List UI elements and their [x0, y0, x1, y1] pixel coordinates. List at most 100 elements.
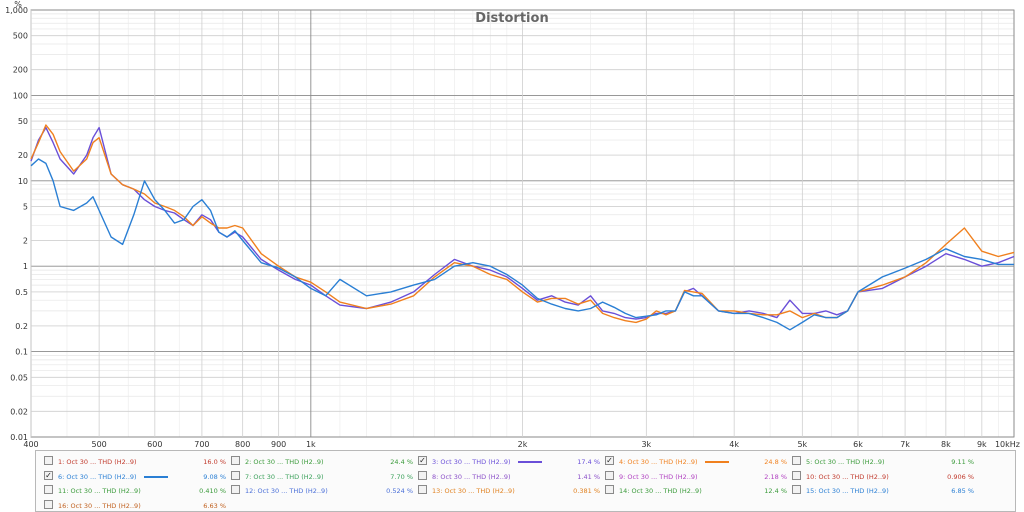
legend-label: 9: Oct 30 ... THD (H2..9): [619, 472, 698, 481]
legend-value: 1.41 %: [577, 472, 600, 481]
legend-checkbox[interactable]: ✓: [605, 456, 614, 465]
legend-value: 0.410 %: [199, 487, 226, 495]
legend-item: 5: Oct 30 ... THD (H2..9) 9.11 %: [792, 454, 974, 468]
legend-checkbox[interactable]: [231, 485, 240, 494]
x-tick-label: 4k: [729, 440, 739, 449]
legend-value: 12.4 %: [764, 487, 787, 495]
x-tick-label: 900: [271, 440, 286, 449]
y-tick-label: 100: [13, 91, 28, 100]
x-tick-label: 700: [194, 440, 209, 449]
legend-label: 12: Oct 30 ... THD (H2..9): [245, 487, 328, 495]
x-tick-label: 5k: [797, 440, 807, 449]
legend-item: 7: Oct 30 ... THD (H2..9) 7.70 %: [231, 469, 413, 483]
legend-label: 14: Oct 30 ... THD (H2..9): [619, 487, 702, 495]
legend-checkbox[interactable]: [605, 470, 614, 480]
legend-value: 0.381 %: [573, 487, 600, 495]
legend-label: 7: Oct 30 ... THD (H2..9): [245, 472, 324, 481]
y-tick-label: 2: [23, 236, 28, 245]
legend-panel: 1: Oct 30 ... THD (H2..9) 16.0 % 2: Oct 30…: [35, 450, 1016, 512]
legend-value: 0.906 %: [947, 472, 974, 481]
series-line-1: [30, 126, 1015, 320]
legend-item: 13: Oct 30 ... THD (H2..9) 0.381 %: [418, 483, 600, 497]
series-line-2: [30, 124, 1015, 324]
legend-line-swatch: [144, 475, 168, 478]
legend-value: 16.0 %: [203, 458, 226, 466]
x-tick-label: 10kHz: [995, 440, 1020, 449]
legend-item: 1: Oct 30 ... THD (H2..9) 16.0 %: [44, 454, 226, 468]
legend-value: 9.08 %: [203, 472, 226, 481]
legend-label: 4: Oct 30 ... THD (H2..9): [619, 458, 698, 466]
y-tick-label: 200: [13, 66, 28, 75]
legend-value: 6.63 %: [203, 501, 226, 510]
legend-value: 0.524 %: [386, 487, 413, 495]
legend-value: 2.18 %: [764, 472, 787, 481]
legend-checkbox[interactable]: [44, 499, 53, 509]
legend-item: 9: Oct 30 ... THD (H2..9) 2.18 %: [605, 469, 787, 483]
legend-label: 5: Oct 30 ... THD (H2..9): [806, 458, 885, 466]
legend-value: 7.70 %: [390, 472, 413, 481]
y-unit-label: %: [14, 0, 22, 9]
legend-item: ✓ 6: Oct 30 ... THD (H2..9) 9.08 %: [44, 469, 226, 483]
x-tick-label: 6k: [853, 440, 863, 449]
legend-label: 6: Oct 30 ... THD (H2..9): [58, 472, 137, 481]
legend-value: 9.11 %: [951, 458, 974, 466]
grid: [30, 9, 1015, 438]
legend-checkbox[interactable]: [44, 485, 53, 494]
legend-checkbox[interactable]: ✓: [44, 470, 53, 480]
legend-checkbox[interactable]: [792, 485, 801, 494]
legend-item: ✓ 4: Oct 30 ... THD (H2..9) 24.8 %: [605, 454, 787, 468]
legend-value: 6.85 %: [951, 487, 974, 495]
legend-line-swatch: [705, 461, 729, 463]
distortion-chart: 1,000 500 200 100 50 20 10 5 2 1 0.5 0.2 0.1 0.05 0.02…: [5, 0, 1020, 449]
x-tick-label: 8k: [941, 440, 951, 449]
y-tick-label: 0.5: [15, 288, 28, 297]
x-tick-label: 9k: [977, 440, 987, 449]
legend-label: 2: Oct 30 ... THD (H2..9): [245, 458, 324, 466]
legend-item: 12: Oct 30 ... THD (H2..9) 0.524 %: [231, 483, 413, 497]
y-tick-label: 0.01: [10, 433, 28, 442]
legend-value: 24.8 %: [764, 458, 787, 466]
y-tick-label: 0.02: [10, 407, 28, 416]
legend-item: 2: Oct 30 ... THD (H2..9) 24.4 %: [231, 454, 413, 468]
legend-line-swatch: [518, 461, 542, 463]
legend-label: 1: Oct 30 ... THD (H2..9): [58, 458, 137, 466]
series-lines: [30, 124, 1015, 331]
y-tick-label: 500: [13, 32, 28, 41]
legend-item: 8: Oct 30 ... THD (H2..9) 1.41 %: [418, 469, 600, 483]
legend-checkbox[interactable]: [418, 470, 427, 480]
legend-checkbox[interactable]: [605, 485, 614, 494]
x-tick-label: 600: [147, 440, 162, 449]
legend-item: 10: Oct 30 ... THD (H2..9) 0.906 %: [792, 469, 974, 483]
legend-checkbox[interactable]: [792, 470, 801, 480]
axes: 1,000 500 200 100 50 20 10 5 2 1 0.5 0.2 0.1 0.05 0.02…: [5, 6, 1020, 449]
chart-title: Distortion: [475, 11, 548, 26]
y-tick-label: 50: [18, 117, 28, 126]
legend-checkbox[interactable]: [418, 485, 427, 494]
legend-label: 8: Oct 30 ... THD (H2..9): [432, 472, 511, 481]
legend-label: 10: Oct 30 ... THD (H2..9): [806, 472, 889, 481]
x-tick-label: 800: [235, 440, 250, 449]
legend-item: 15: Oct 30 ... THD (H2..9) 6.85 %: [792, 483, 974, 497]
x-tick-label: 1k: [306, 440, 316, 449]
legend-value: 17.4 %: [577, 458, 600, 466]
legend-checkbox[interactable]: [231, 470, 240, 480]
legend-checkbox[interactable]: ✓: [418, 456, 427, 465]
y-tick-label: 0.2: [15, 322, 28, 331]
legend-checkbox[interactable]: [44, 456, 53, 465]
y-tick-label: 1,000: [5, 6, 28, 15]
legend-item: 14: Oct 30 ... THD (H2..9) 12.4 %: [605, 483, 787, 497]
legend-item: ✓ 3: Oct 30 ... THD (H2..9) 17.4 %: [418, 454, 600, 468]
legend-checkbox[interactable]: [792, 456, 801, 465]
legend-item: 11: Oct 30 ... THD (H2..9) 0.410 %: [44, 483, 226, 497]
x-tick-label: 3k: [641, 440, 651, 449]
y-tick-label: 0.1: [15, 348, 28, 357]
y-tick-label: 5: [23, 203, 28, 212]
legend-checkbox[interactable]: [231, 456, 240, 465]
x-tick-label: 400: [23, 440, 38, 449]
series-line-3: [30, 158, 1014, 331]
x-tick-label: 7k: [900, 440, 910, 449]
y-tick-label: 0.05: [10, 373, 28, 382]
legend-value: 24.4 %: [390, 458, 413, 466]
legend-label: 13: Oct 30 ... THD (H2..9): [432, 487, 515, 495]
legend-label: 16: Oct 30 ... THD (H2..9): [58, 501, 141, 510]
